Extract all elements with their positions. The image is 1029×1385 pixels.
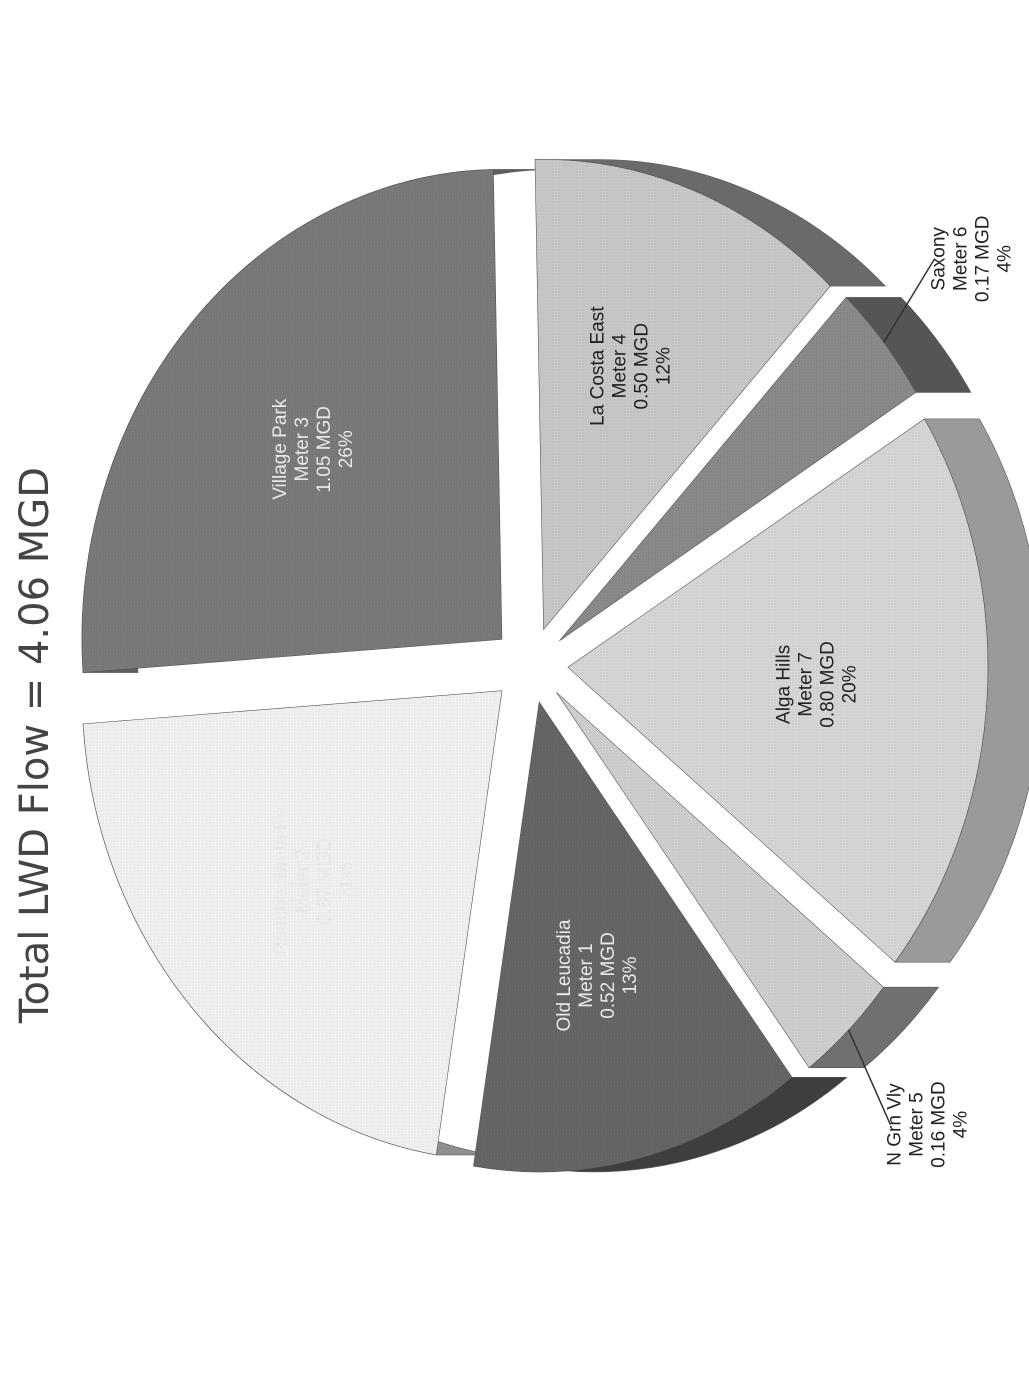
data-label-line: 0.16 MGD	[928, 1081, 949, 1168]
data-label-line: Meter 1	[576, 943, 597, 1007]
leader-line-saxony	[883, 258, 936, 343]
data-label-line: 12%	[654, 347, 675, 385]
slice-texture-la-costa-east	[534, 159, 831, 630]
data-label-old-leucadia: Old LeucadiaMeter 10.52 MGD13%	[554, 919, 641, 1031]
slice-texture-rancho-santa-fe	[83, 690, 502, 1155]
data-label-la-costa-east: La Costa EastMeter 40.50 MGD12%	[588, 306, 675, 426]
data-label-line: Meter 4	[610, 334, 631, 399]
data-label-alga-hills: Alga HillsMeter 70.80 MGD20%	[773, 641, 860, 728]
data-label-line: Meter 7	[795, 652, 816, 716]
data-label-line: Alga Hills	[773, 645, 794, 724]
data-label-line: 4%	[995, 245, 1016, 273]
chart-title: Total LWD Flow = 4.06 MGD	[12, 467, 58, 1024]
data-label-line: 0.52 MGD	[598, 932, 619, 1019]
data-label-saxony: SaxonyMeter 60.17 MGD4%	[929, 215, 1016, 302]
data-label-line: Meter 2	[292, 849, 313, 913]
leader-line-n-grn-vly	[847, 1029, 892, 1125]
data-label-line: 26%	[336, 430, 357, 468]
data-label-line: 21%	[336, 862, 357, 900]
data-label-village-park: Village ParkMeter 31.05 MGD26%	[270, 398, 357, 500]
data-label-line: 1.05 MGD	[314, 406, 335, 493]
data-label-line: La Costa East	[588, 306, 609, 426]
data-label-line: 4%	[950, 1111, 971, 1139]
data-label-rancho-santa-fe: Rancho Santa FeMeter 20.87 MGD21%	[270, 807, 357, 955]
data-label-line: 13%	[620, 956, 641, 994]
data-label-line: 20%	[839, 665, 860, 703]
slice-texture-n-grn-vly	[556, 692, 884, 1068]
data-label-line: Meter 5	[906, 1092, 927, 1156]
pie-slices	[81, 159, 1029, 1173]
slice-texture-old-leucadia	[473, 701, 792, 1172]
data-label-line: N Grn Vly	[884, 1083, 905, 1166]
data-label-line: Meter 6	[951, 227, 972, 291]
data-label-n-grn-vly: N Grn VlyMeter 50.16 MGD4%	[884, 1081, 971, 1168]
data-label-line: 0.80 MGD	[817, 641, 838, 728]
data-label-line: Village Park	[270, 398, 291, 500]
data-label-line: Saxony	[929, 227, 950, 291]
data-label-line: 0.50 MGD	[632, 323, 653, 410]
pie-labels: Rancho Santa FeMeter 20.87 MGD21% Village…	[270, 215, 1016, 1167]
slice-texture-saxony	[559, 297, 916, 641]
data-label-line: Rancho Santa Fe	[270, 807, 291, 955]
slice-texture-alga-hills	[567, 418, 988, 963]
data-label-line: 0.17 MGD	[973, 215, 994, 302]
data-label-line: 0.87 MGD	[314, 838, 335, 925]
data-label-line: Meter 3	[292, 417, 313, 481]
data-label-line: Old Leucadia	[554, 919, 575, 1031]
slice-texture-village-park	[81, 169, 502, 673]
